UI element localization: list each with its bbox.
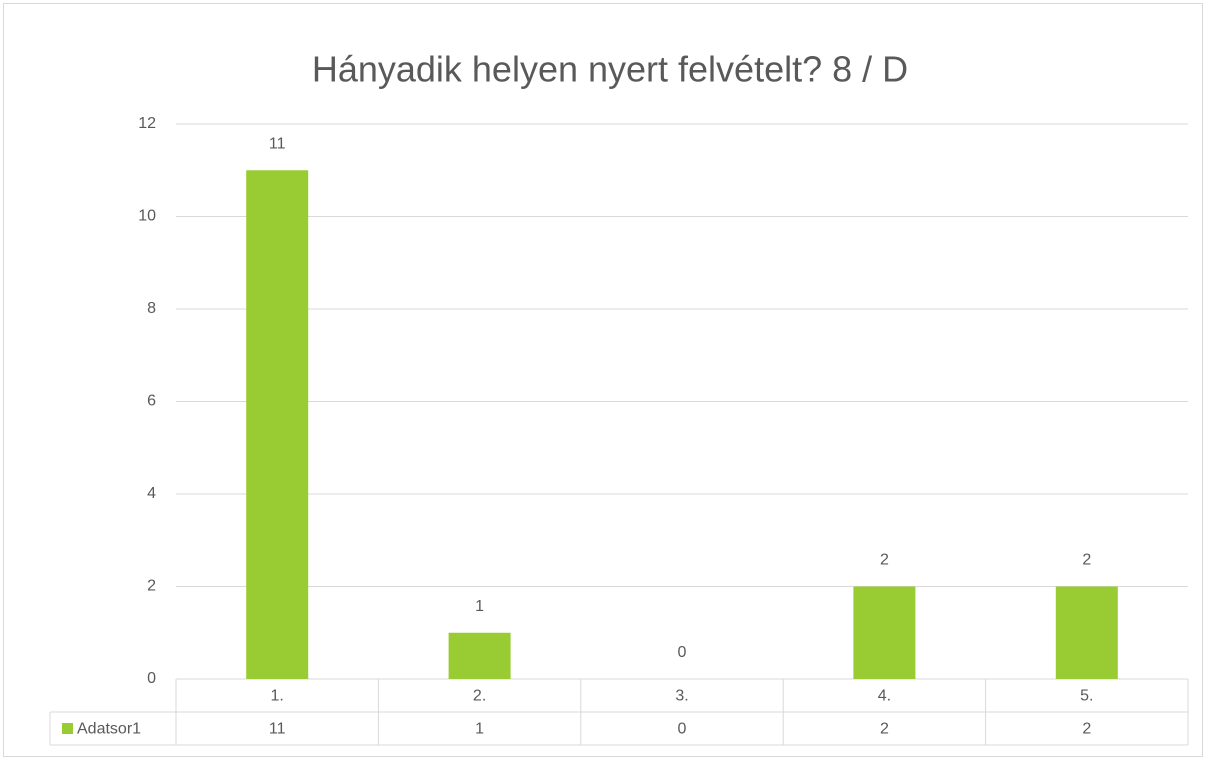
table-value: 2	[880, 721, 889, 738]
x-tick-label: 2.	[473, 688, 486, 705]
bar	[448, 632, 511, 679]
data-label: 0	[678, 644, 687, 661]
y-tick-label: 2	[147, 578, 156, 595]
data-label: 1	[475, 598, 484, 615]
y-tick-label: 8	[147, 300, 156, 317]
table-value: 2	[1082, 721, 1091, 738]
y-tick-label: 6	[147, 393, 156, 410]
bar	[1055, 586, 1118, 679]
data-label: 11	[269, 135, 286, 152]
chart-title: Hányadik helyen nyert felvételt? 8 / D	[312, 49, 908, 90]
y-tick-label: 10	[138, 208, 156, 225]
table-value: 1	[475, 721, 484, 738]
y-tick-label: 12	[138, 115, 156, 132]
x-tick-label: 3.	[675, 688, 688, 705]
table-value: 0	[678, 721, 687, 738]
data-label: 2	[1082, 552, 1091, 569]
y-tick-label: 4	[147, 485, 156, 502]
legend-key	[62, 723, 73, 734]
bar	[853, 586, 916, 679]
bar	[246, 170, 309, 679]
legend-label: Adatsor1	[77, 721, 141, 738]
x-tick-label: 5.	[1080, 688, 1093, 705]
y-tick-label: 0	[147, 670, 156, 687]
data-label: 2	[880, 552, 889, 569]
table-value: 11	[269, 721, 286, 738]
x-tick-label: 4.	[878, 688, 891, 705]
chart-area	[3, 3, 1203, 757]
x-tick-label: 1.	[271, 688, 284, 705]
